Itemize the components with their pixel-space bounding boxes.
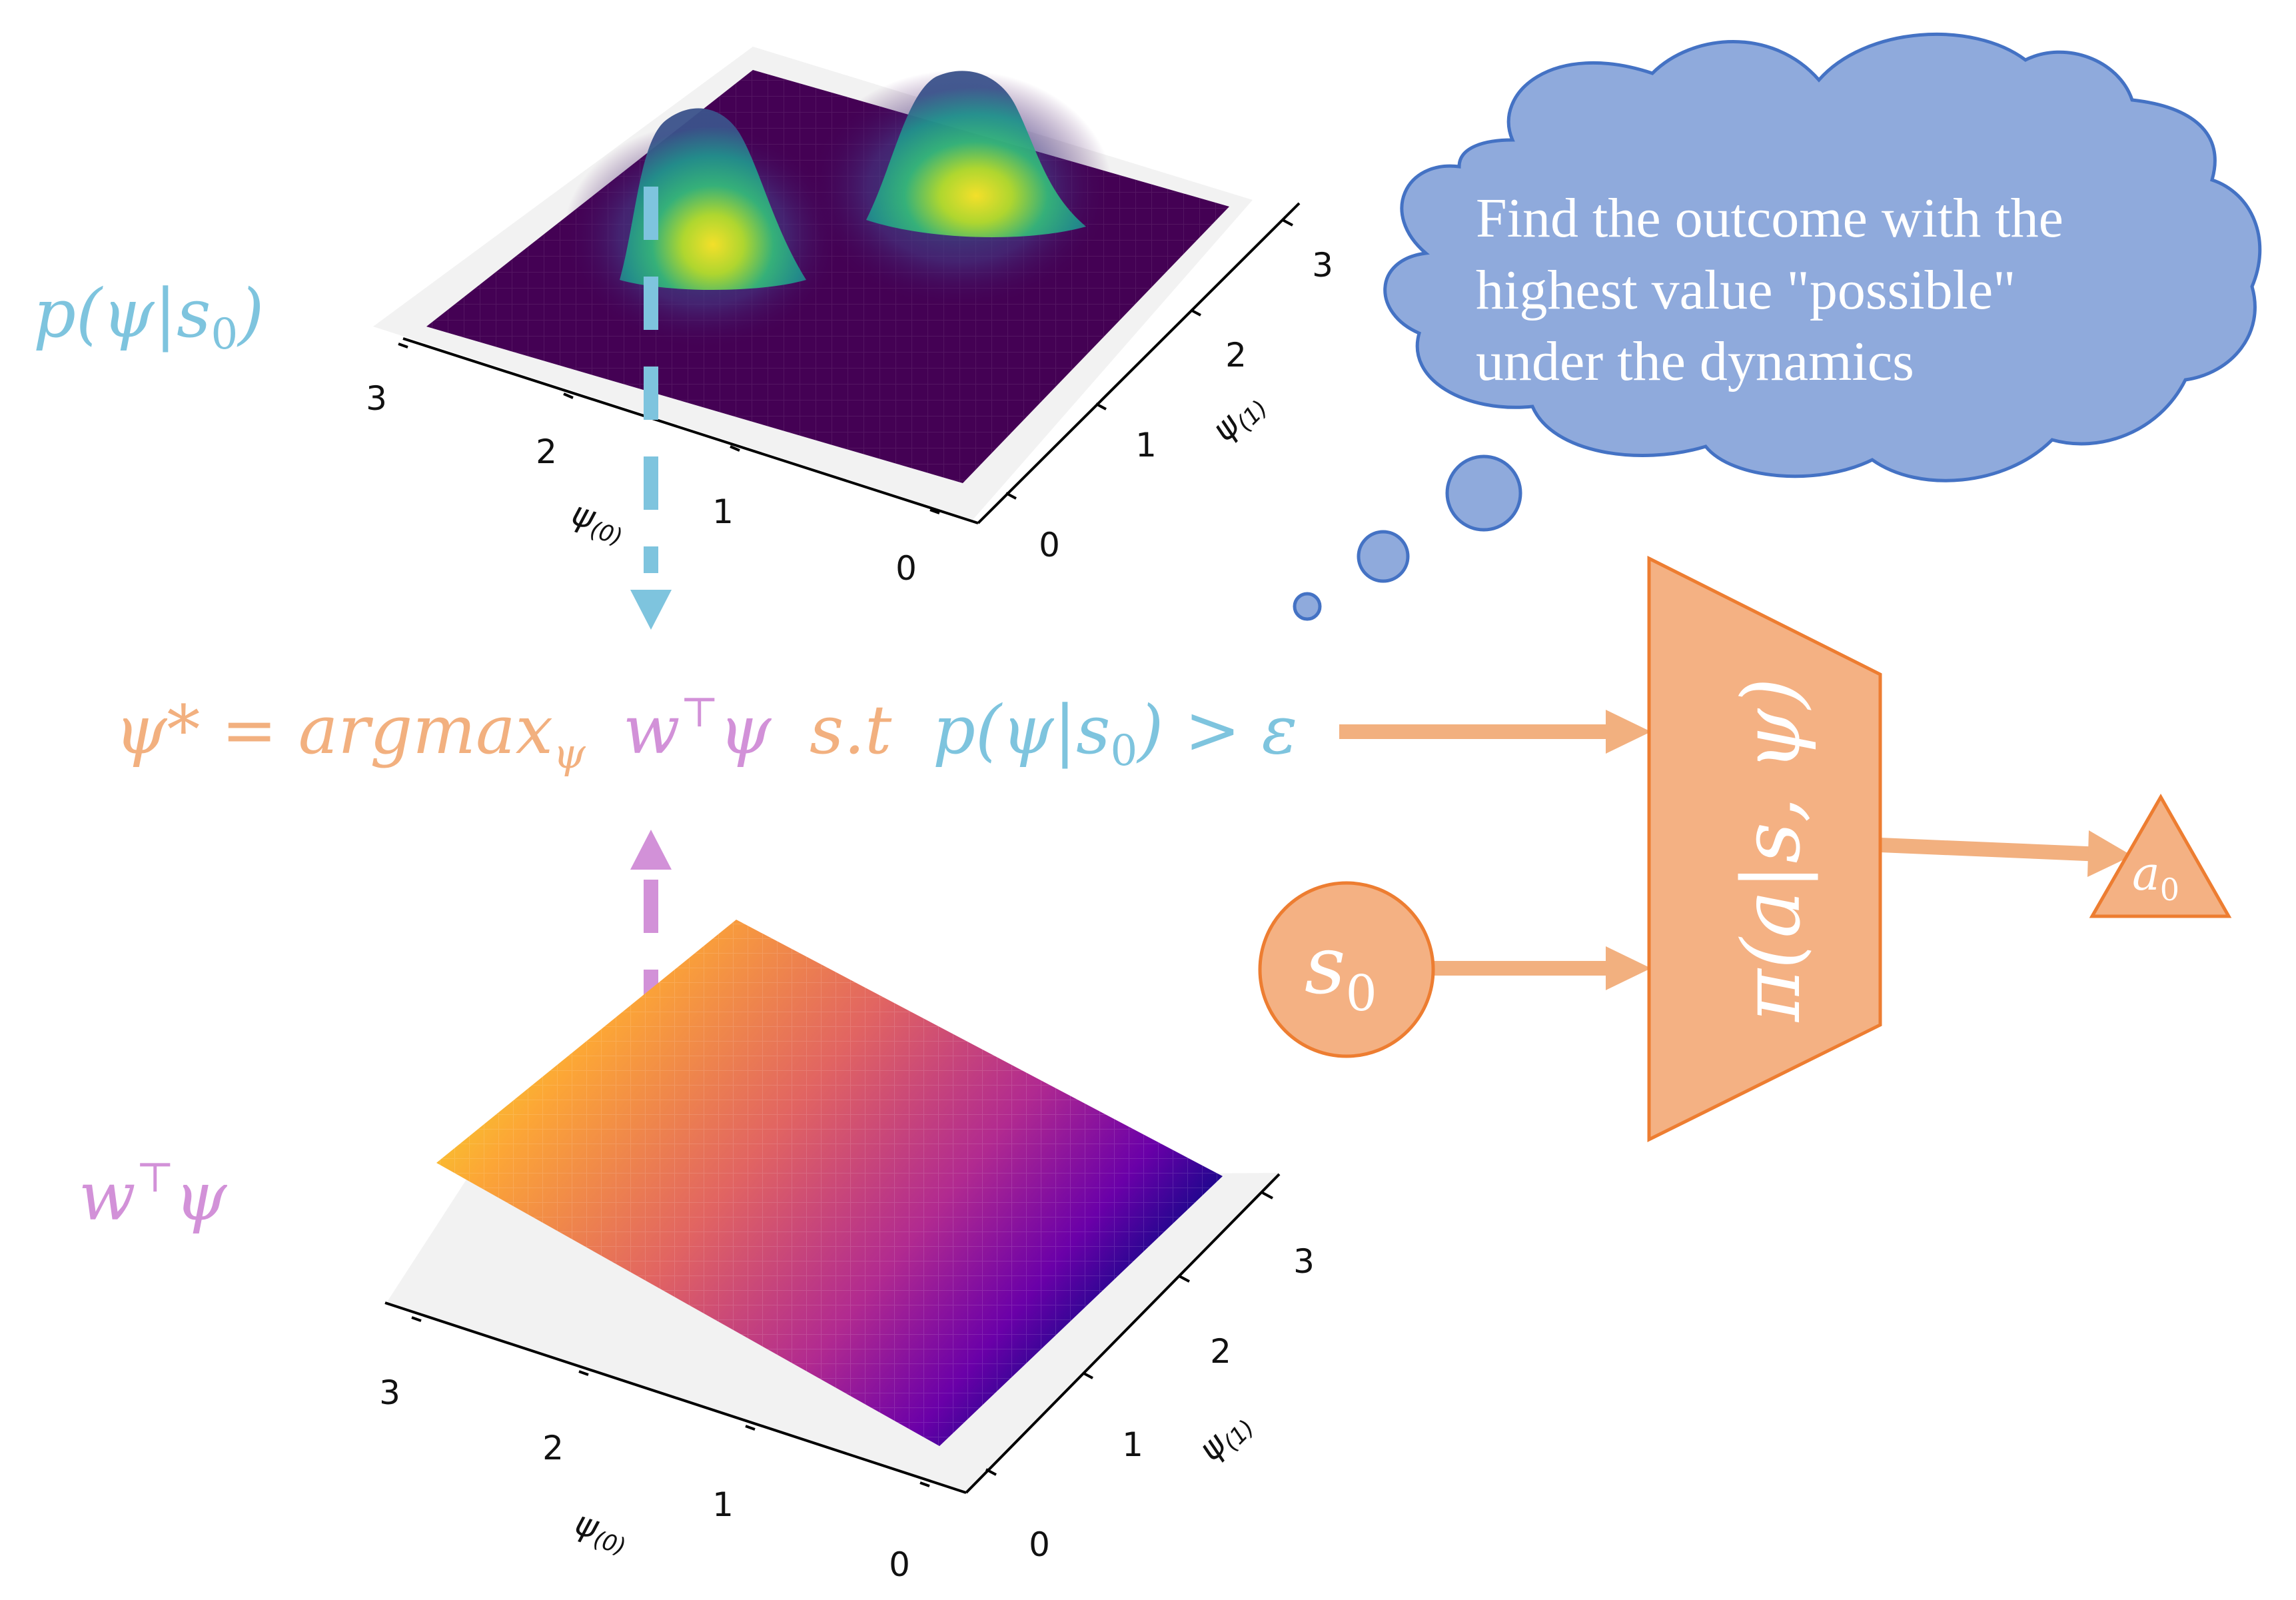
bottom-y-tick-0: 0	[1029, 1525, 1050, 1564]
cloud-shape	[1383, 33, 2262, 482]
policy-trapezoid	[1647, 555, 1882, 1143]
cloud-text: Find the outcome with the highest value …	[1476, 187, 2077, 393]
top-peak-left	[620, 108, 806, 290]
equation-constraint: p(ψ|s0) > ε	[933, 691, 1297, 776]
equation-subject-to: s.t	[810, 691, 892, 769]
equation-to-policy-arrow	[1339, 710, 1651, 754]
top-peak-right	[866, 71, 1086, 238]
top-x-tick-0: 0	[895, 549, 917, 588]
bottom-x-tick-1: 1	[712, 1485, 734, 1524]
state-to-policy-arrow	[1433, 946, 1651, 990]
top-y-tick-0: 0	[1039, 526, 1060, 564]
density-label: p(ψ|s0)	[33, 275, 264, 359]
density-dashed-arrow	[630, 187, 672, 630]
equation-objective: w⊤ψ	[623, 688, 772, 769]
bottom-y-tick-2: 2	[1210, 1332, 1231, 1371]
top-y-axis-line	[977, 202, 1301, 524]
thought-bubble-large	[1445, 454, 1522, 532]
top-y-tick-2: 2	[1225, 336, 1247, 375]
thought-bubble-medium	[1357, 530, 1410, 583]
state-node: s0	[1258, 881, 1435, 1058]
bottom-y-tick-1: 1	[1122, 1425, 1143, 1464]
top-surface-plot: 3 2 1 0 0 1 2 3 ψ(0) ψ(1)	[366, 47, 1333, 588]
action-triangle	[2089, 793, 2232, 918]
objective-dashed-arrow	[630, 830, 672, 1180]
top-y-axis-label: ψ(1)	[1204, 383, 1273, 452]
top-x-tick-2: 2	[536, 432, 557, 471]
state-circle	[1258, 881, 1435, 1058]
action-label: a0	[2132, 846, 2179, 908]
objective-label: w⊤ψ	[79, 1153, 228, 1235]
bottom-x-tick-3: 3	[379, 1373, 400, 1412]
bottom-y-axis-line	[965, 1173, 1281, 1494]
action-node: a0	[2089, 793, 2232, 918]
state-label: s0	[1305, 920, 1377, 1022]
top-x-tick-3: 3	[366, 379, 387, 418]
bottom-x-axis-label: ψ(0)	[569, 1503, 634, 1561]
bottom-y-axis-label: ψ(1)	[1191, 1403, 1259, 1471]
objective-equation: ψ* = argmaxψ w⊤ψ s.t p(ψ|s0) > ε	[115, 688, 1297, 778]
top-y-tick-1: 1	[1135, 426, 1157, 464]
thought-bubble-small	[1293, 592, 1322, 621]
bottom-x-tick-0: 0	[889, 1545, 910, 1584]
top-y-tick-3: 3	[1312, 246, 1333, 285]
top-x-axis-label: ψ(0)	[566, 494, 630, 551]
policy-label: π(a|s, ψ)	[1726, 678, 1818, 1023]
thought-cloud: Find the outcome with the highest value …	[1293, 33, 2262, 621]
top-x-tick-1: 1	[712, 492, 734, 531]
bottom-surface-plot: 3 2 1 0 0 1 2 3 ψ(0) ψ(1)	[379, 920, 1315, 1584]
bottom-x-tick-2: 2	[542, 1429, 564, 1467]
top-x-axis-line	[402, 337, 979, 524]
equation-argmax: ψ* = argmaxψ	[115, 691, 586, 778]
policy-to-action-arrow	[1880, 830, 2132, 877]
policy-network: π(a|s, ψ)	[1647, 555, 1882, 1143]
bottom-x-axis-line	[384, 1301, 967, 1494]
bottom-y-tick-3: 3	[1293, 1242, 1315, 1281]
